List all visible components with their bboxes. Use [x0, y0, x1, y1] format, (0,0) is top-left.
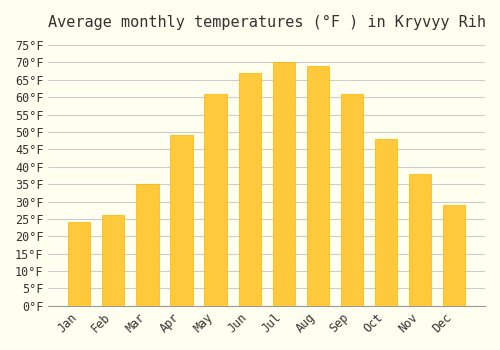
Bar	[136, 184, 158, 306]
Bar	[409, 174, 431, 306]
Bar	[443, 205, 465, 306]
Bar	[272, 62, 295, 306]
Bar	[306, 66, 329, 306]
Bar	[68, 222, 90, 306]
Bar	[102, 216, 124, 306]
Title: Average monthly temperatures (°F ) in Kryvyy Rih: Average monthly temperatures (°F ) in Kr…	[48, 15, 486, 30]
Bar	[341, 94, 363, 306]
Bar	[375, 139, 397, 306]
Bar	[170, 135, 192, 306]
Bar	[204, 94, 227, 306]
Bar	[238, 73, 260, 306]
